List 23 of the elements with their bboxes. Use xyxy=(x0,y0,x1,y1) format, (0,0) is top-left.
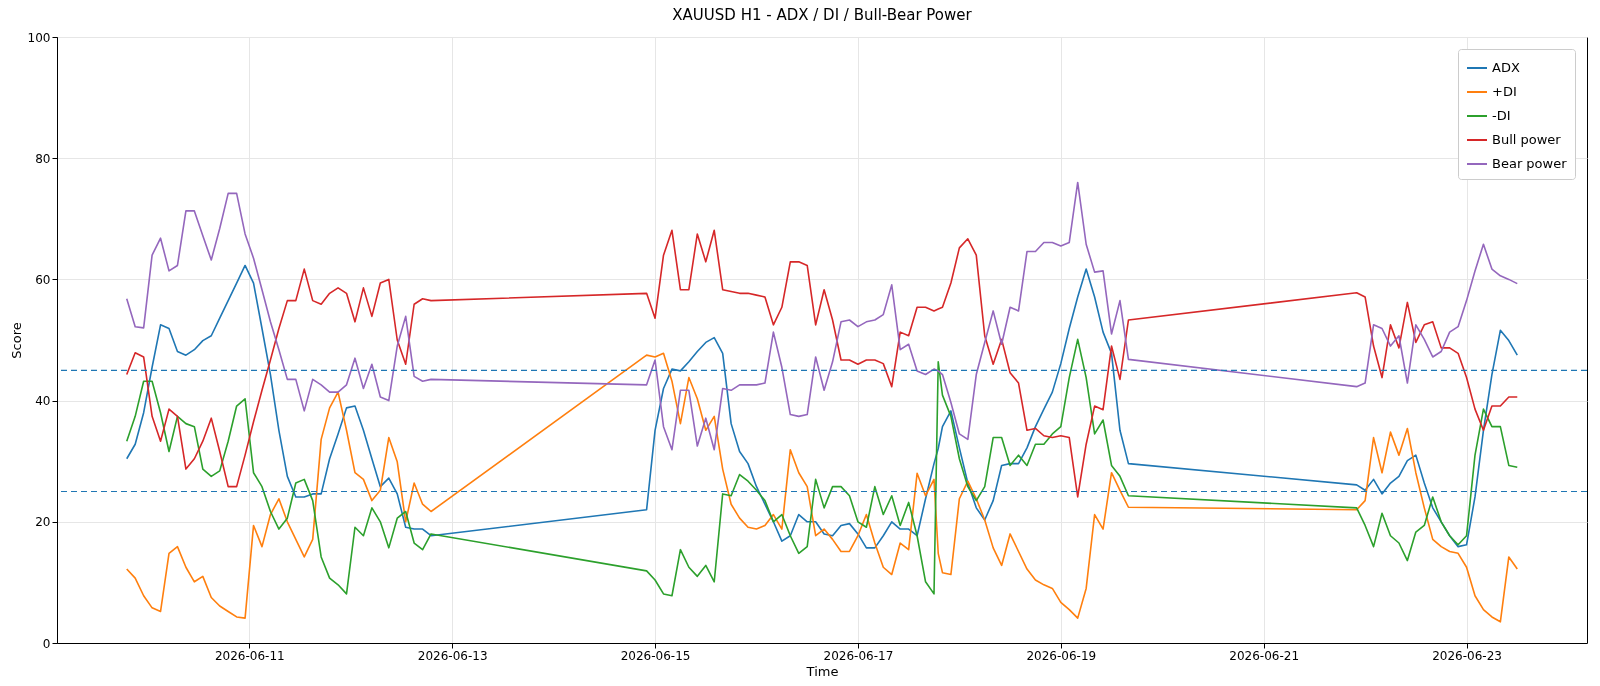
legend-label: Bull power xyxy=(1492,132,1562,147)
x-tick-label: 2026-06-13 xyxy=(417,648,488,663)
legend-label: Bear power xyxy=(1492,156,1568,171)
chart-title: XAUUSD H1 - ADX / DI / Bull-Bear Power xyxy=(672,6,973,24)
x-tick-label: 2026-06-21 xyxy=(1229,648,1300,663)
x-tick-label: 2026-06-19 xyxy=(1026,648,1097,663)
y-tick-label: 80 xyxy=(35,151,51,166)
y-axis-title: Score xyxy=(8,322,24,359)
x-tick-label: 2026-06-17 xyxy=(823,648,894,663)
x-tick-label: 2026-06-23 xyxy=(1432,648,1502,663)
y-tick-label: 20 xyxy=(35,515,51,530)
x-tick-label: 2026-06-11 xyxy=(214,648,285,663)
x-axis-title: Time xyxy=(805,663,839,679)
x-tick-label: 2026-06-15 xyxy=(620,648,691,663)
y-tick-label: 40 xyxy=(35,394,51,409)
legend-label: ADX xyxy=(1492,60,1520,75)
y-tick-label: 60 xyxy=(35,272,51,287)
legend-label: -DI xyxy=(1492,108,1511,123)
y-tick-label: 100 xyxy=(27,30,51,45)
y-tick-label: 0 xyxy=(42,636,51,651)
line-series xyxy=(125,181,1519,451)
legend-label: +DI xyxy=(1492,84,1517,99)
line-series xyxy=(125,229,1519,498)
